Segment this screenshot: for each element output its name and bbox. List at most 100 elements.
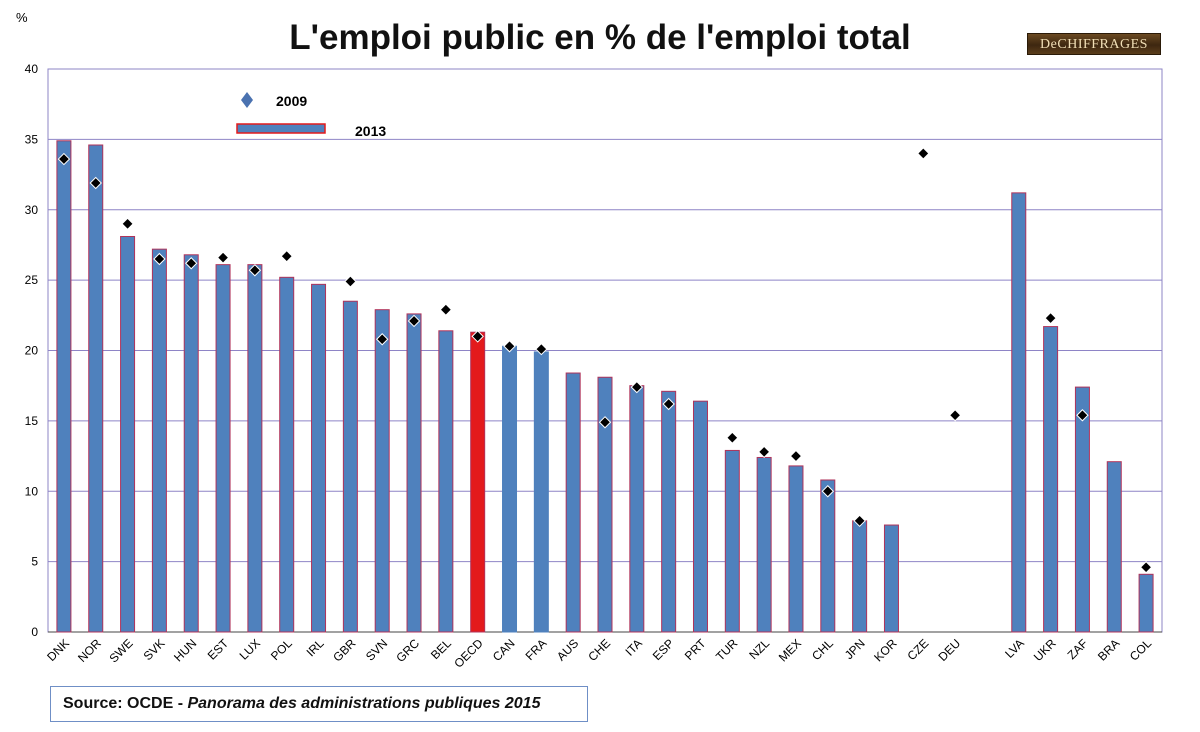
x-tick-label: CHE — [585, 636, 613, 664]
marker-2009-grc — [407, 314, 421, 328]
marker-2009-svn — [375, 333, 389, 346]
bar-2013-oecd — [470, 331, 486, 633]
x-tick-label: EST — [205, 636, 232, 663]
marker-2009-nor — [89, 176, 102, 190]
marker-2009-ukr — [1044, 311, 1057, 325]
x-tick-label: TUR — [713, 636, 741, 664]
bar-2013-est — [215, 264, 231, 633]
x-tick-label: AUS — [554, 636, 581, 663]
legend-label-2013: 2013 — [355, 123, 386, 139]
marker-2009-ita — [630, 380, 644, 394]
y-tick-label: 30 — [25, 203, 39, 217]
bar-2013-hun — [183, 254, 199, 633]
x-tick-label: ZAF — [1065, 636, 1091, 662]
x-tick-label: CZE — [905, 636, 932, 663]
x-tick-label: DNK — [44, 636, 72, 664]
marker-2009-can — [503, 340, 516, 353]
x-tick-label: JPN — [842, 636, 868, 662]
marker-2009-swe — [121, 217, 134, 231]
y-tick-label: 35 — [25, 132, 39, 146]
x-tick-label: DEU — [935, 636, 963, 664]
bar-2013-bra — [1106, 461, 1122, 633]
x-tick-label: FRA — [523, 636, 550, 663]
bar-2013-nor — [88, 144, 104, 633]
bar-2013-can — [502, 345, 518, 633]
marker-2009-che — [598, 416, 612, 429]
brand-logo: DeCHIFFRAGES — [1027, 33, 1161, 55]
bar-2013-lva — [1011, 192, 1027, 633]
x-tick-label: NOR — [75, 636, 104, 665]
y-tick-label: 40 — [25, 62, 39, 76]
bar-2013-ukr — [1043, 326, 1059, 633]
bar-2013-esp — [661, 390, 677, 633]
bar-2013-pol — [279, 276, 295, 633]
marker-2009-lux — [248, 264, 262, 277]
bar-2013-svk — [151, 248, 167, 633]
marker-2009-nzl — [757, 445, 771, 459]
marker-2009-svk — [153, 252, 166, 266]
marker-2009-bel — [439, 303, 453, 316]
marker-2009-col — [1139, 561, 1153, 574]
bar-2013-kor — [883, 524, 899, 633]
x-tick-label: CHL — [809, 636, 836, 663]
x-tick-label: KOR — [871, 636, 900, 665]
marker-2009-esp — [662, 397, 675, 411]
bar-2013-col — [1138, 573, 1154, 633]
x-tick-label: NZL — [746, 636, 772, 662]
bar-2013-nzl — [756, 456, 772, 633]
x-tick-label: LUX — [237, 636, 263, 662]
bar-2013-jpn — [852, 520, 868, 633]
bar-2013-fra — [533, 351, 549, 633]
x-tick-label: ITA — [622, 636, 644, 658]
x-tick-label: COL — [1127, 636, 1155, 664]
marker-2009-dnk — [57, 152, 71, 166]
bar-2013-che — [597, 376, 613, 633]
bar-2013-swe — [120, 235, 136, 633]
y-axis-unit: % — [16, 10, 28, 25]
bar-2013-mex — [788, 465, 804, 633]
y-tick-label: 20 — [25, 344, 39, 358]
chart-title: L'emploi public en % de l'emploi total — [289, 18, 911, 57]
x-tick-label: BEL — [428, 636, 454, 662]
bar-2013-grc — [406, 313, 422, 633]
bar-2013-tur — [724, 449, 740, 633]
marker-2009-fra — [535, 342, 548, 356]
x-tick-label: LVA — [1002, 636, 1027, 661]
x-tick-label: SVN — [363, 636, 390, 663]
y-tick-label: 0 — [31, 625, 38, 639]
source-title: Panorama des administrations publiques 2… — [187, 695, 541, 712]
x-tick-label: GRC — [393, 636, 422, 665]
y-tick-label: 25 — [25, 273, 39, 287]
legend-marker-2009 — [241, 92, 253, 108]
bar-2013-aus — [565, 372, 581, 633]
bar-2013-prt — [692, 400, 708, 633]
x-tick-label: SVK — [141, 636, 168, 663]
bar-2013-zaf — [1074, 386, 1090, 633]
source-prefix: Source: OCDE - — [63, 695, 188, 712]
x-tick-label: GBR — [330, 636, 359, 665]
marker-2009-gbr — [344, 275, 357, 288]
x-tick-label: BRA — [1095, 636, 1122, 663]
marker-2009-cze — [917, 147, 930, 160]
y-tick-label: 10 — [25, 484, 39, 498]
marker-2009-tur — [726, 431, 739, 444]
x-tick-label: MEX — [776, 636, 804, 664]
legend-label-2009: 2009 — [276, 93, 307, 109]
bar-2013-dnk — [56, 140, 72, 633]
bar-2013-chl — [820, 479, 836, 633]
x-tick-label: SWE — [106, 636, 135, 665]
y-tick-label: 15 — [25, 414, 39, 428]
marker-2009-hun — [185, 257, 198, 270]
bar-2013-ita — [629, 385, 645, 633]
x-tick-label: IRL — [304, 636, 327, 659]
marker-2009-jpn — [853, 514, 866, 528]
x-tick-label: ESP — [650, 636, 677, 663]
x-tick-label: PRT — [682, 636, 709, 663]
bar-2013-bel — [438, 330, 454, 633]
marker-2009-pol — [280, 249, 293, 263]
marker-2009-mex — [789, 449, 803, 463]
marker-2009-zaf — [1076, 409, 1089, 422]
bar-2013-lux — [247, 264, 263, 633]
bar-2013-svn — [374, 309, 390, 633]
